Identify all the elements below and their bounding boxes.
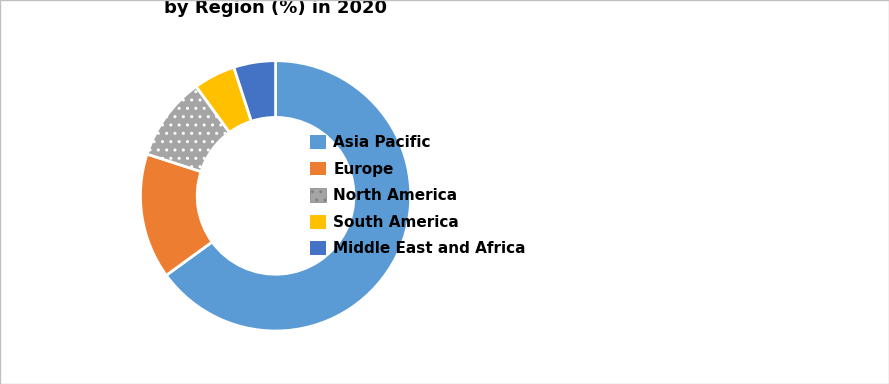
Wedge shape (196, 67, 252, 132)
Wedge shape (234, 61, 276, 121)
Title: Global Automatic Numbering Machines Market
by Region (%) in 2020: Global Automatic Numbering Machines Mark… (40, 0, 511, 17)
Legend: Asia Pacific, Europe, North America, South America, Middle East and Africa: Asia Pacific, Europe, North America, Sou… (310, 135, 525, 257)
Wedge shape (166, 61, 411, 331)
Wedge shape (140, 154, 212, 275)
Wedge shape (147, 86, 229, 172)
